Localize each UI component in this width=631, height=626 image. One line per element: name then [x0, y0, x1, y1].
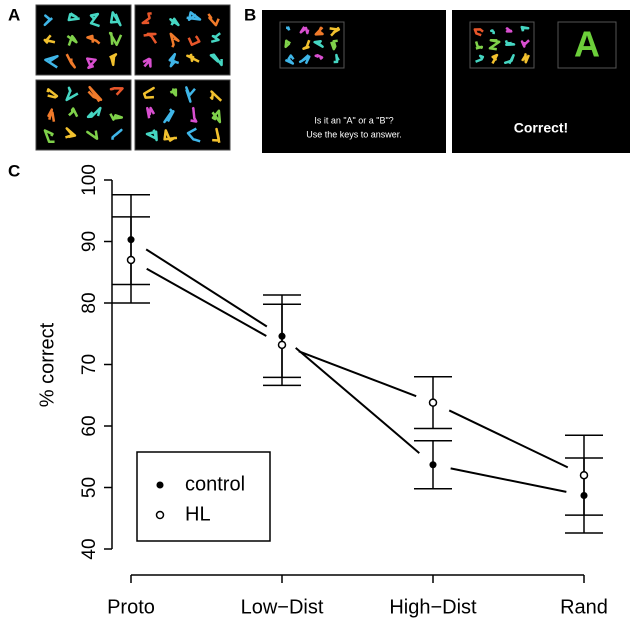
legend-label: HL — [185, 503, 211, 525]
y-tick-label: 100 — [79, 164, 100, 196]
legend — [137, 452, 270, 541]
series-segment — [296, 348, 420, 453]
series-segment — [146, 249, 267, 326]
y-axis-label: % correct — [36, 322, 58, 407]
y-tick-label: 80 — [79, 292, 100, 313]
figure: A B C Is it an "A" or a "B"? Use the key… — [0, 0, 631, 626]
series-segment — [451, 468, 567, 492]
series — [112, 217, 603, 515]
series-segment — [147, 269, 267, 336]
x-tick-label: Rand — [560, 596, 608, 618]
data-point — [430, 399, 437, 406]
x-tick-label: Proto — [107, 596, 155, 618]
legend-marker — [157, 512, 164, 519]
data-point — [128, 256, 135, 263]
panel-label: B — [244, 5, 256, 24]
x-tick-label: Low−Dist — [241, 596, 324, 618]
y-tick-label: 50 — [79, 477, 100, 498]
y-tick-label: 40 — [79, 538, 100, 559]
x-tick-label: High−Dist — [389, 596, 477, 618]
data-point — [430, 462, 436, 468]
panel-label: C — [8, 161, 20, 180]
stimulus-grid — [36, 5, 230, 150]
legend-marker — [157, 482, 163, 488]
series-segment — [299, 351, 416, 396]
y-tick-label: 60 — [79, 415, 100, 436]
y-tick-label: 70 — [79, 354, 100, 375]
legend-label: control — [185, 473, 245, 495]
panel-label: A — [8, 5, 20, 24]
data-point — [581, 472, 588, 479]
y-tick-label: 90 — [79, 231, 100, 252]
data-point — [279, 341, 286, 348]
feedback: Correct! — [514, 120, 568, 136]
question: Is it an "A" or a "B"? — [314, 115, 393, 125]
instruction: Use the keys to answer. — [306, 129, 402, 139]
answer-letter: A — [574, 24, 600, 65]
series-segment — [449, 410, 568, 467]
